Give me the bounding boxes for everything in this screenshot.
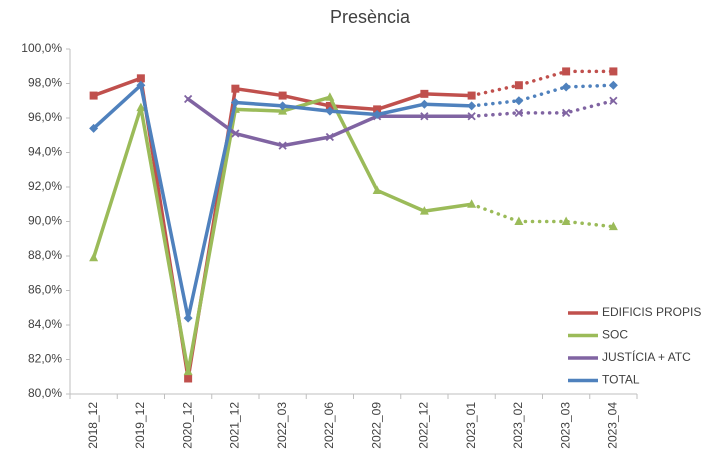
chart-title: Presència	[330, 7, 411, 27]
y-tick-label: 80,0%	[28, 386, 62, 400]
x-tick-label: 2023_02	[511, 402, 525, 449]
y-tick-label: 90,0%	[28, 214, 62, 228]
legend-label: JUSTÍCIA + ATC	[602, 349, 691, 364]
marker	[608, 80, 618, 90]
legend-item: JUSTÍCIA + ATC	[568, 349, 691, 364]
marker	[89, 252, 99, 262]
x-tick-label: 2021_12	[228, 402, 242, 449]
marker	[562, 67, 571, 76]
x-tick-label: 2022_09	[369, 402, 383, 449]
marker	[325, 92, 335, 101]
y-tick-label: 82,0%	[28, 352, 62, 366]
marker	[373, 105, 382, 114]
marker	[561, 216, 571, 225]
marker	[136, 102, 146, 112]
marker	[467, 101, 477, 111]
series-line	[469, 83, 616, 108]
marker	[608, 221, 618, 231]
marker	[561, 108, 571, 117]
legend-label: EDIFICIS PROPIS	[602, 305, 701, 319]
marker	[184, 374, 193, 383]
legend-item: EDIFICIS PROPIS	[568, 305, 701, 319]
marker	[372, 110, 382, 120]
y-tick-label: 88,0%	[28, 248, 62, 262]
marker	[419, 99, 429, 109]
marker	[231, 84, 240, 93]
marker	[514, 216, 524, 225]
legend-item: SOC	[568, 328, 628, 342]
x-tick-label: 2022_12	[417, 402, 431, 449]
marker	[420, 89, 429, 98]
marker	[420, 112, 429, 121]
marker	[419, 206, 429, 215]
series-line	[469, 99, 616, 119]
x-tick-label: 2020_12	[180, 402, 194, 449]
marker	[561, 82, 571, 92]
legend-label: SOC	[602, 328, 628, 342]
marker	[183, 313, 193, 323]
y-tick-label: 96,0%	[28, 110, 62, 124]
y-tick-label: 98,0%	[28, 76, 62, 90]
x-tick-label: 2019_12	[133, 402, 147, 449]
marker	[325, 106, 335, 116]
series-line	[91, 83, 474, 320]
marker	[609, 67, 618, 76]
marker	[514, 81, 523, 90]
x-tick-label: 2023_01	[464, 402, 478, 449]
marker	[278, 91, 287, 100]
marker	[89, 123, 99, 133]
marker	[89, 91, 98, 100]
marker	[183, 366, 193, 376]
y-tick-label: 100,0%	[21, 41, 62, 55]
marker	[467, 199, 477, 208]
marker	[136, 74, 145, 83]
y-tick-label: 94,0%	[28, 145, 62, 159]
x-tick-label: 2023_03	[558, 402, 572, 449]
x-tick-label: 2022_03	[275, 402, 289, 449]
y-tick-label: 86,0%	[28, 283, 62, 297]
marker	[514, 96, 524, 106]
marker	[278, 101, 288, 111]
marker	[514, 108, 524, 117]
series-line	[469, 69, 616, 98]
series-line	[469, 202, 616, 229]
marker	[467, 91, 476, 100]
marker	[609, 96, 618, 105]
marker	[278, 141, 287, 150]
x-tick-label: 2022_06	[322, 402, 336, 449]
marker	[467, 112, 476, 121]
y-tick-label: 92,0%	[28, 179, 62, 193]
legend-item: TOTAL	[568, 373, 640, 387]
marker	[325, 132, 335, 142]
x-tick-label: 2018_12	[86, 402, 100, 449]
legend-label: TOTAL	[602, 373, 640, 387]
marker	[136, 80, 146, 90]
marker	[231, 129, 240, 138]
marker	[183, 94, 193, 104]
marker	[325, 101, 334, 110]
marker	[372, 185, 382, 194]
marker	[230, 97, 240, 107]
x-tick-label: 2023_04	[606, 402, 620, 449]
y-tick-label: 84,0%	[28, 317, 62, 331]
